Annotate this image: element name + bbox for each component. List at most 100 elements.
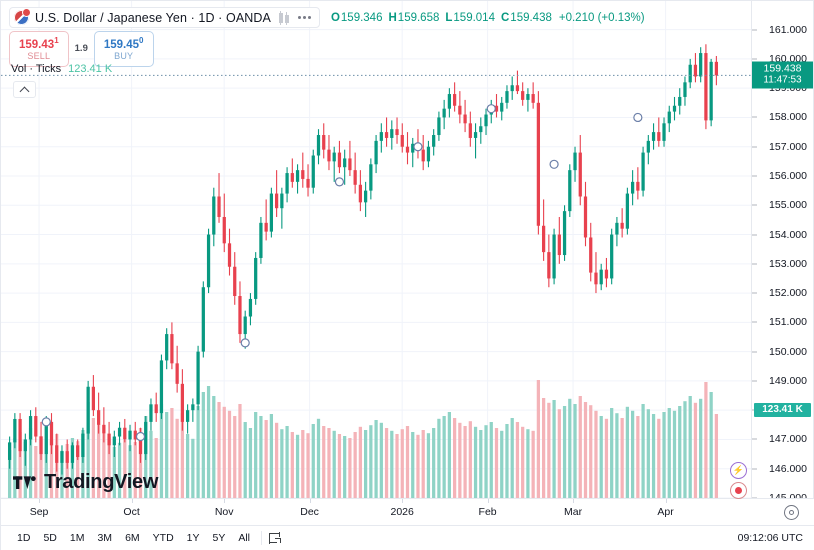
- price-tick-label: 146.000: [769, 462, 807, 475]
- watermark-text: TradingView: [44, 471, 159, 493]
- volume-legend[interactable]: Vol · Ticks 123.41 K: [11, 63, 112, 75]
- lightning-bolt-icon: ⚡: [732, 465, 745, 475]
- price-tick-dash: [752, 351, 757, 353]
- range-button-3m[interactable]: 3M: [92, 530, 117, 547]
- date-range-icon[interactable]: [269, 531, 284, 546]
- chevron-up-icon: [19, 86, 30, 96]
- range-button-1m[interactable]: 1M: [65, 530, 90, 547]
- price-tick-dash: [752, 468, 757, 470]
- high-value: 159.658: [397, 11, 440, 24]
- price-tick-label: 158.000: [769, 111, 807, 124]
- buy-button[interactable]: 159.450 BUY: [93, 31, 154, 67]
- chart-canvas[interactable]: [1, 1, 753, 498]
- range-button-6m[interactable]: 6M: [120, 530, 145, 547]
- symbol-box[interactable]: U.S. Dollar / Japanese Yen · 1D · OANDA: [9, 7, 320, 28]
- crosshair-target-icon[interactable]: [784, 505, 799, 520]
- sell-price: 159.43: [19, 38, 55, 51]
- time-tick-label: Apr: [657, 506, 674, 518]
- time-tick-label: Dec: [300, 506, 319, 518]
- time-tick-label: Feb: [478, 506, 497, 518]
- price-tick-label: 147.000: [769, 433, 807, 446]
- bottom-toolbar: 1D 5D 1M 3M 6M YTD 1Y 5Y All 09:12:06 UTC: [1, 525, 814, 550]
- change-value: +0.210 (+0.13%): [558, 11, 645, 24]
- close-label: C: [500, 11, 510, 24]
- chart-legend: U.S. Dollar / Japanese Yen · 1D · OANDA …: [9, 7, 645, 28]
- current-price-time: 11:47:53: [763, 74, 802, 86]
- price-tick-dash: [752, 234, 757, 236]
- sell-price-fraction: 1: [54, 36, 59, 45]
- volume-legend-value: 123.41 K: [68, 63, 113, 75]
- candlestick-icon[interactable]: [277, 10, 290, 25]
- buy-price-fraction: 0: [139, 36, 144, 45]
- price-tick-dash: [752, 321, 757, 323]
- close-value: 159.438: [510, 11, 552, 24]
- usd-jpy-flag-icon: [14, 8, 31, 25]
- time-tick-separator: [39, 499, 41, 503]
- low-value: 159.014: [453, 11, 495, 24]
- range-buttons: 1D 5D 1M 3M 6M YTD 1Y 5Y All: [1, 530, 255, 547]
- price-tick-dash: [752, 29, 757, 31]
- tradingview-logo-icon: [13, 475, 36, 489]
- quick-trade-bolt-button[interactable]: ⚡: [730, 462, 747, 479]
- time-tick-separator: [309, 499, 311, 503]
- time-tick-label: Sep: [29, 506, 49, 518]
- price-tick-label: 155.000: [769, 199, 807, 212]
- ohlc-values: O 159.346 H 159.658 L 159.014 C 159.438 +0.2…: [326, 12, 645, 24]
- price-tick-dash: [752, 175, 757, 177]
- price-tick-label: 157.000: [769, 140, 807, 153]
- price-tick-label: 149.000: [769, 374, 807, 387]
- price-tick-dash: [752, 116, 757, 118]
- tradingview-watermark: TradingView: [13, 471, 158, 494]
- price-tick-dash: [752, 438, 757, 440]
- range-button-1d[interactable]: 1D: [12, 530, 35, 547]
- range-button-ytd[interactable]: YTD: [148, 530, 179, 547]
- volume-value-badge[interactable]: 123.41 K: [754, 403, 811, 417]
- buy-label: BUY: [114, 50, 134, 61]
- time-tick-separator: [224, 499, 226, 503]
- price-tick-label: 151.000: [769, 316, 807, 329]
- time-tick-separator: [665, 499, 667, 503]
- price-tick-dash: [752, 292, 757, 294]
- low-label: L: [445, 11, 453, 24]
- range-button-1y[interactable]: 1Y: [182, 530, 205, 547]
- symbol-title: U.S. Dollar / Japanese Yen · 1D · OANDA: [35, 10, 271, 25]
- time-tick-label: Mar: [563, 506, 583, 518]
- price-tick-dash: [752, 263, 757, 265]
- price-tick-label: 150.000: [769, 345, 807, 358]
- sell-button[interactable]: 159.431 SELL: [9, 31, 69, 67]
- range-button-all[interactable]: All: [233, 530, 255, 547]
- time-tick-separator: [487, 499, 489, 503]
- price-tick-dash: [752, 146, 757, 148]
- candlestick-chart-svg[interactable]: [1, 1, 753, 498]
- alert-record-button[interactable]: [730, 482, 747, 499]
- price-tick-label: 154.000: [769, 228, 807, 241]
- more-options-icon[interactable]: [296, 13, 313, 22]
- price-tick-label: 156.000: [769, 170, 807, 182]
- time-tick-label: Oct: [123, 506, 140, 518]
- open-value: 159.346: [340, 11, 383, 24]
- price-axis[interactable]: 161.000160.000159.000158.000157.000156.0…: [751, 1, 813, 504]
- record-dot-icon: [735, 487, 742, 494]
- volume-legend-name: Vol · Ticks: [11, 63, 62, 75]
- range-button-5y[interactable]: 5Y: [208, 530, 231, 547]
- sell-label: SELL: [27, 50, 51, 61]
- price-tick-label: 152.000: [769, 287, 807, 300]
- price-tick-label: 161.000: [769, 23, 807, 36]
- collapse-pane-button[interactable]: [13, 81, 36, 98]
- price-tick-label: 153.000: [769, 257, 807, 270]
- clock-label: 09:12:06 UTC: [737, 532, 803, 544]
- time-tick-label: Nov: [214, 506, 234, 518]
- time-tick-label: 2026: [390, 506, 414, 518]
- spread-value: 1.9: [74, 43, 88, 55]
- current-price-badge[interactable]: 159.438 11:47:53: [752, 61, 813, 89]
- open-label: O: [330, 11, 340, 24]
- trade-buttons: 159.431 SELL 1.9 159.450 BUY: [9, 31, 154, 67]
- time-tick-separator: [131, 499, 133, 503]
- price-tick-dash: [752, 380, 757, 382]
- current-price-value: 159.438: [763, 62, 802, 75]
- toolbar-divider: [261, 531, 263, 545]
- range-button-5d[interactable]: 5D: [38, 530, 61, 547]
- time-axis[interactable]: Sep Oct Nov Dec 2026 Feb Mar Apr: [1, 498, 814, 525]
- time-tick-separator: [573, 499, 575, 503]
